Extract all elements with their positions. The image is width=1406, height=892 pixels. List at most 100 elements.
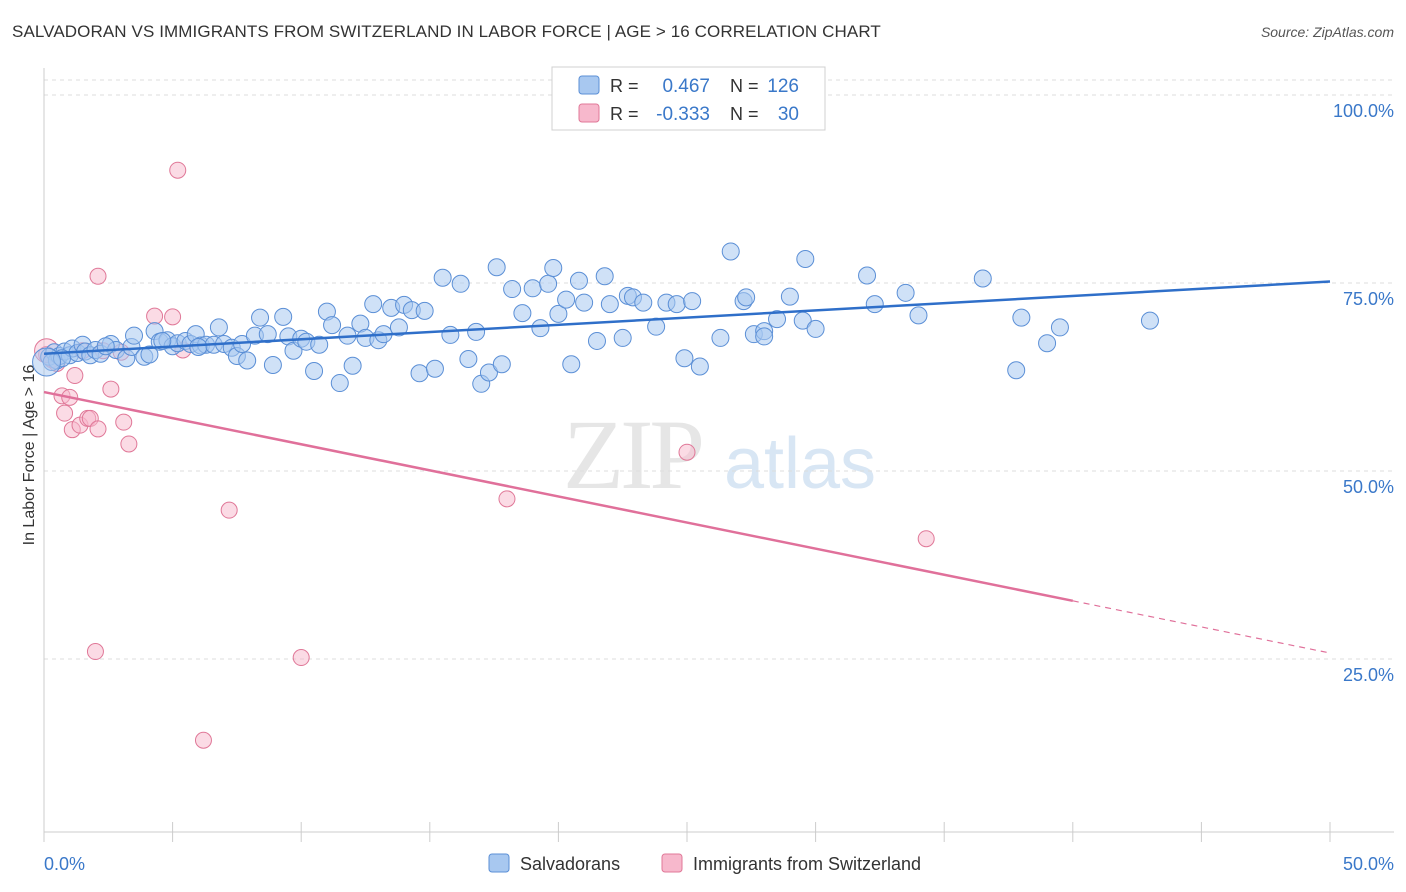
data-point-salvadoran: [896, 283, 915, 302]
legend-swatch-switzerland: [578, 103, 600, 123]
y-axis-tick-labels: 25.0% 50.0% 75.0% 100.0%: [1333, 101, 1394, 685]
y-tick-label: 100.0%: [1333, 101, 1394, 121]
legend-label-switzerland: Immigrants from Switzerland: [693, 854, 921, 874]
data-point-salvadoran: [613, 328, 632, 347]
x-axis-ticks: [43, 822, 1331, 842]
correlation-legend: R = 0.467 N = 126 R = -0.333 N = 30: [551, 66, 826, 131]
data-point-switzerland: [89, 420, 107, 438]
x-tick-label-max: 50.0%: [1343, 854, 1394, 874]
y-axis-label: In Labor Force | Age > 16: [21, 365, 38, 546]
data-point-salvadoran: [140, 345, 159, 364]
data-point-switzerland: [194, 731, 212, 749]
data-point-salvadoran: [441, 325, 460, 344]
data-point-salvadoran: [364, 295, 383, 314]
legend-n-value: 30: [778, 104, 799, 125]
data-point-salvadoran: [467, 322, 486, 341]
data-point-switzerland: [56, 404, 74, 422]
legend-label-salvadorans: Salvadorans: [520, 854, 620, 874]
data-point-salvadoran: [425, 359, 444, 378]
data-point-salvadoran: [323, 316, 342, 335]
legend-r-label: R =: [610, 76, 639, 96]
data-point-salvadoran: [189, 337, 208, 356]
data-point-salvadoran: [755, 327, 774, 346]
data-point-salvadoran: [587, 331, 606, 350]
data-point-switzerland: [220, 501, 238, 519]
data-point-salvadoran: [1140, 311, 1159, 330]
data-point-switzerland: [120, 435, 138, 453]
data-point-salvadoran: [549, 304, 568, 323]
x-tick-label-min: 0.0%: [44, 854, 85, 874]
y-tick-label: 75.0%: [1343, 289, 1394, 309]
data-point-salvadoran: [330, 374, 349, 393]
data-point-salvadoran: [410, 364, 429, 383]
data-point-salvadoran: [634, 293, 653, 312]
data-point-salvadoran: [683, 292, 702, 311]
data-point-salvadoran: [721, 242, 740, 261]
data-point-salvadoran: [539, 274, 558, 293]
data-point-salvadoran: [780, 287, 799, 306]
data-point-salvadoran: [238, 351, 257, 370]
data-point-salvadoran: [973, 269, 992, 288]
data-point-salvadoran: [32, 347, 62, 377]
data-point-salvadoran: [1050, 318, 1069, 337]
data-point-salvadoran: [1038, 334, 1057, 353]
data-point-salvadoran: [433, 268, 452, 287]
data-point-salvadoran: [389, 318, 408, 337]
trend-lines: [43, 280, 1331, 654]
data-point-salvadoran: [125, 326, 144, 345]
data-point-salvadoran: [675, 349, 694, 368]
data-point-salvadoran: [711, 328, 730, 347]
data-point-salvadoran: [459, 349, 478, 368]
source-credit: Source: ZipAtlas.com: [1260, 24, 1394, 40]
data-point-salvadoran: [737, 288, 756, 307]
data-point-switzerland: [169, 161, 187, 179]
data-point-switzerland: [86, 643, 104, 661]
data-point-salvadoran: [310, 335, 329, 354]
data-point-salvadoran: [796, 249, 815, 268]
data-point-salvadoran: [557, 290, 576, 309]
data-point-salvadoran: [343, 356, 362, 375]
data-point-switzerland: [66, 367, 84, 385]
data-point-salvadoran: [263, 356, 282, 375]
data-point-salvadoran: [274, 307, 293, 326]
data-point-salvadoran: [513, 304, 532, 323]
legend-n-label: N =: [730, 76, 759, 96]
legend-swatch-salvadorans: [578, 75, 600, 95]
data-point-salvadoran: [569, 271, 588, 290]
trend-line-switzerland: [43, 390, 1074, 603]
data-point-switzerland: [917, 530, 935, 548]
data-point-switzerland: [164, 308, 182, 326]
data-point-salvadoran: [1007, 361, 1026, 380]
data-point-salvadoran: [258, 325, 277, 344]
data-point-salvadoran: [806, 319, 825, 338]
data-point-salvadoran: [595, 267, 614, 286]
trend-line-switzerland-extrapolated: [1072, 600, 1331, 654]
data-point-salvadoran: [523, 279, 542, 298]
data-point-switzerland: [102, 380, 120, 398]
data-point-salvadoran: [479, 363, 498, 382]
legend-swatch-salvadorans: [488, 853, 510, 873]
data-point-salvadoran: [667, 295, 686, 314]
data-point-salvadoran: [451, 274, 470, 293]
data-point-salvadoran: [600, 295, 619, 314]
data-point-salvadoran: [562, 355, 581, 374]
data-point-salvadoran: [153, 331, 172, 350]
data-point-salvadoran: [503, 280, 522, 299]
data-point-switzerland: [678, 443, 696, 461]
data-point-salvadoran: [251, 308, 270, 327]
legend-n-value: 126: [767, 76, 799, 97]
data-point-salvadoran: [1012, 308, 1031, 327]
y-tick-label: 50.0%: [1343, 477, 1394, 497]
gridlines: [44, 79, 1394, 660]
data-point-salvadoran: [492, 355, 511, 374]
data-point-switzerland: [89, 267, 107, 285]
data-point-salvadoran: [858, 266, 877, 285]
data-point-switzerland: [498, 490, 516, 508]
data-point-salvadoran: [96, 337, 115, 356]
legend-swatch-switzerland: [661, 853, 683, 873]
data-point-salvadoran: [909, 306, 928, 325]
data-point-salvadoran: [865, 295, 884, 314]
y-tick-label: 25.0%: [1343, 665, 1394, 685]
series-legend: Salvadorans Immigrants from Switzerland: [488, 853, 921, 874]
